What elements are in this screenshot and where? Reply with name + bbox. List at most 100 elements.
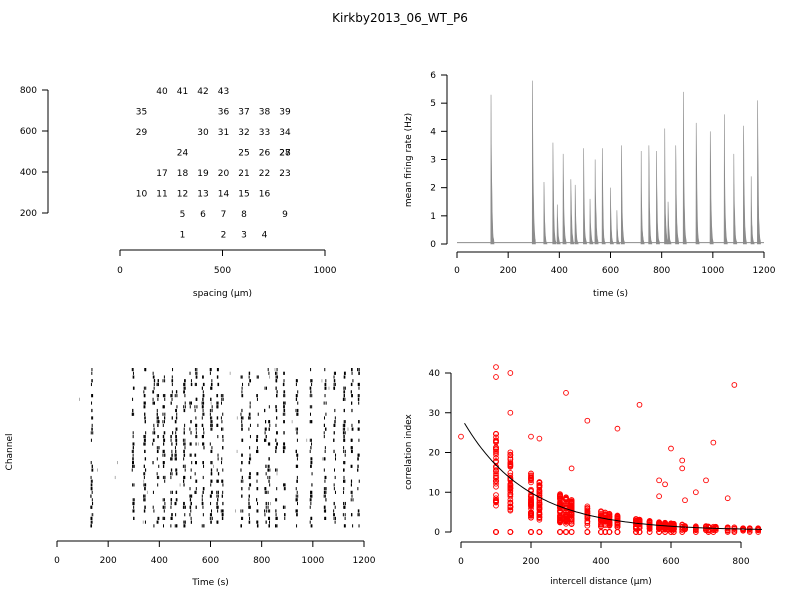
corr-y-label: correlation index: [404, 413, 414, 489]
correlation-point: [731, 382, 738, 388]
correlation-point: [536, 511, 543, 518]
rate-y-axis-tick-label: 0: [430, 240, 436, 250]
correlation-point: [584, 518, 591, 525]
electrode-label: 4: [262, 231, 268, 241]
correlation-point: [528, 512, 534, 519]
electrode-label: 21: [238, 169, 249, 179]
layout-y-axis-tick-label: 600: [20, 127, 37, 137]
figure-title: Kirkby2013_06_WT_P6: [332, 11, 468, 25]
electrode-label: 22: [259, 169, 270, 179]
correlation-point: [606, 510, 613, 517]
correlation-point: [584, 503, 591, 510]
rate-burst: [695, 122, 700, 245]
corr-x-axis-tick-label: 600: [662, 557, 679, 567]
correlation-point: [568, 515, 575, 522]
rate-burst: [609, 187, 614, 245]
correlation-point: [493, 364, 499, 370]
correlation-point: [746, 525, 753, 532]
correlation-point: [614, 512, 621, 519]
rate-x-label: time (s): [593, 289, 628, 299]
correlation-point: [557, 515, 563, 521]
correlation-point: [568, 503, 575, 509]
correlation-point: [614, 523, 621, 530]
electrode-label: 7: [221, 210, 227, 220]
raster-y-label: Channel: [5, 434, 15, 471]
rate-burst: [655, 151, 660, 245]
electrode-label: 14: [218, 190, 230, 200]
electrode-label: 34: [279, 128, 291, 138]
fit-curve: [464, 422, 762, 530]
electrode-label: 23: [279, 169, 290, 179]
correlation-point: [493, 483, 499, 490]
rate-x-axis-tick-label: 600: [602, 266, 619, 276]
correlation-point: [507, 460, 514, 467]
correlation-point: [568, 529, 575, 535]
correlation-panel: 0 200 400 600 800 0 10 20 30 40 intercell distance…: [404, 364, 762, 587]
layout-x-axis-tick-label: 1000: [314, 266, 337, 276]
correlation-point: [563, 518, 569, 524]
corr-x-axis-tick-label: 0: [458, 557, 464, 567]
electrode-label: 9: [282, 210, 288, 220]
electrode-label: 35: [136, 108, 147, 118]
correlation-point: [528, 529, 534, 535]
firing-rate-panel: 0 200 400 600 800 1000 1200 0 1 2 3 4 5 6 time (s) mean…: [404, 71, 776, 299]
correlation-point: [740, 525, 746, 532]
correlation-point: [656, 477, 662, 484]
electrode-label: 18: [177, 169, 189, 179]
rate-y-axis-tick-label: 4: [430, 127, 436, 137]
rate-burst: [620, 145, 625, 245]
electrode-label: 27: [279, 149, 290, 159]
electrode-label: 1: [180, 231, 186, 241]
correlation-point: [584, 417, 591, 424]
corr-x-label: intercell distance (µm): [550, 577, 652, 587]
electrode-label: 20: [218, 169, 230, 179]
correlation-point: [557, 507, 563, 514]
correlation-point: [507, 370, 514, 376]
rate-x-axis-tick-label: 800: [653, 266, 670, 276]
raster-x-axis-tick-label: 400: [151, 556, 168, 566]
correlation-point: [507, 491, 514, 497]
electrode-label: 2: [221, 231, 227, 241]
correlation-point: [493, 529, 499, 535]
correlation-point: [712, 527, 719, 534]
correlation-point: [636, 401, 643, 408]
rate-burst: [574, 184, 579, 245]
electrode-label: 26: [259, 149, 271, 159]
correlation-point: [507, 449, 514, 456]
corr-x-axis-tick-label: 400: [592, 557, 609, 567]
correlation-point: [646, 526, 653, 532]
electrode-label: 6: [200, 210, 206, 220]
corr-y-axis-tick-label: 30: [429, 409, 441, 419]
raster-x-axis-tick-label: 600: [202, 556, 219, 566]
correlation-point: [692, 489, 699, 496]
rate-burst: [562, 153, 567, 245]
correlation-point: [656, 529, 662, 535]
correlation-point: [557, 503, 563, 510]
correlation-point: [662, 521, 668, 528]
electrode-label: 28: [279, 149, 291, 159]
correlation-point: [563, 502, 569, 509]
correlation-point: [636, 524, 643, 531]
rate-burst: [709, 131, 714, 245]
correlation-point: [679, 465, 686, 472]
correlation-point: [563, 497, 569, 503]
raster-x-axis-tick-label: 1200: [353, 556, 376, 566]
correlation-point: [493, 474, 499, 481]
correlation-point: [614, 522, 621, 528]
correlation-point: [598, 529, 604, 535]
electrode-label: 40: [156, 87, 168, 97]
correlation-point: [528, 511, 534, 517]
correlation-point: [636, 519, 643, 526]
rate-burst: [757, 100, 761, 245]
electrode-label: 16: [259, 190, 271, 200]
rate-burst: [733, 153, 738, 245]
electrode-label: 19: [197, 169, 209, 179]
electrode-label: 43: [218, 87, 229, 97]
correlation-point: [682, 497, 688, 504]
electrode-label: 12: [177, 190, 188, 200]
correlation-point: [528, 433, 534, 440]
correlation-point: [656, 521, 662, 528]
correlation-point: [493, 467, 499, 474]
correlation-point: [746, 527, 753, 534]
correlation-point: [712, 524, 719, 530]
